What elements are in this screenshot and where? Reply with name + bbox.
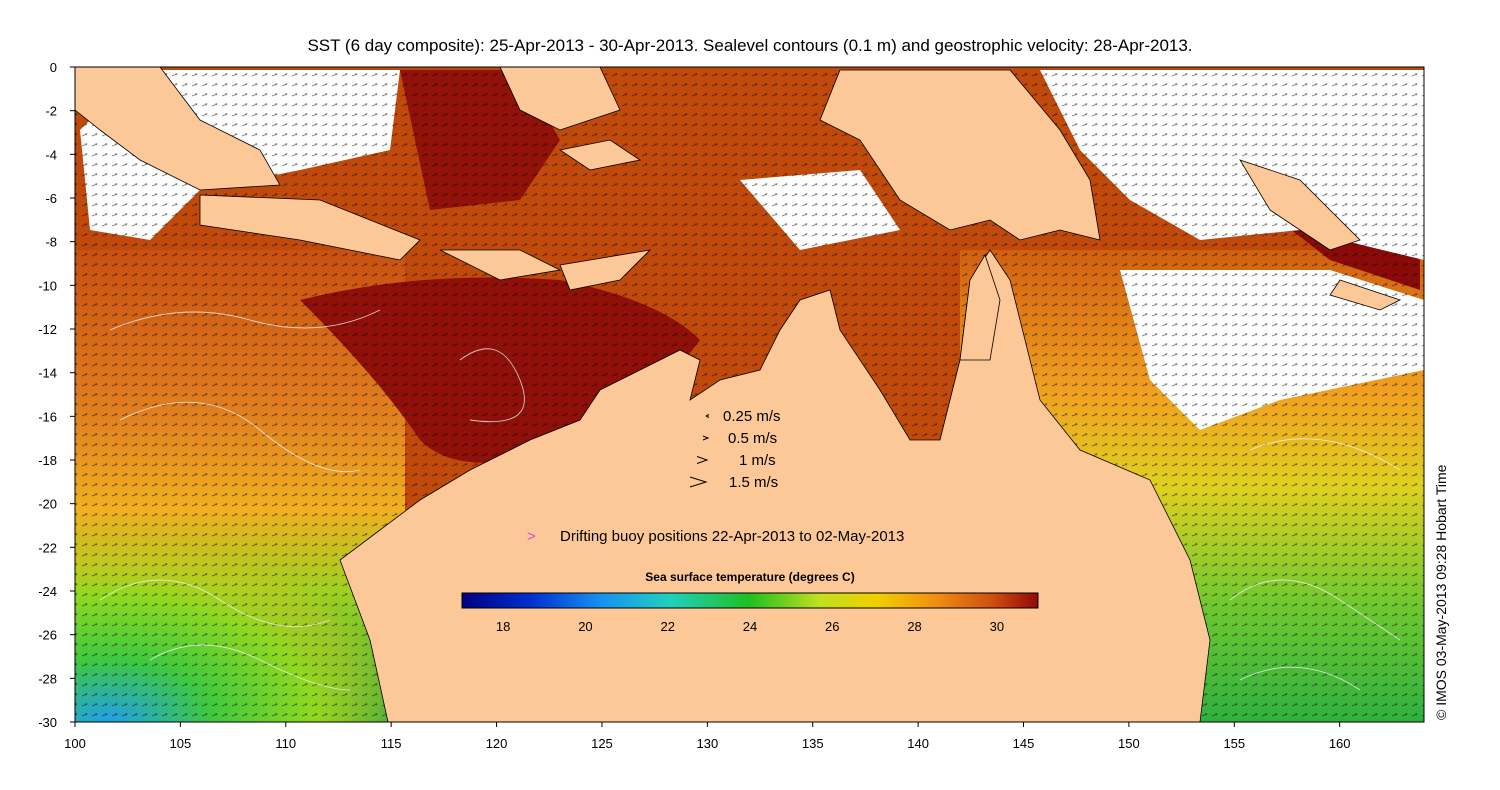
new-britain <box>1239 159 1361 251</box>
y-tick-label: -8 <box>45 235 57 250</box>
velocity-label-2: 1 m/s <box>739 452 776 469</box>
java <box>199 194 421 261</box>
x-tick-label: 155 <box>1223 736 1245 751</box>
colorbar-title: Sea surface temperature (degrees C) <box>645 570 854 584</box>
x-tick-label: 115 <box>381 736 402 751</box>
x-axis: 100 105 110 115 120 125 130 135 140 145 150 155 160 <box>64 722 1351 751</box>
colorbar-tick-label: 20 <box>578 619 592 634</box>
y-tick-label: -6 <box>45 191 57 206</box>
colorbar-tick-label: 28 <box>907 619 921 634</box>
colorbar-tick-label: 24 <box>743 619 757 634</box>
sulawesi <box>499 67 621 131</box>
sealevel-contours <box>99 309 1401 691</box>
cape-york <box>959 254 1001 361</box>
x-tick-label: 110 <box>275 736 296 751</box>
y-tick-label: -30 <box>38 715 57 730</box>
y-tick-label: -20 <box>38 497 57 512</box>
x-tick-label: 100 <box>64 736 86 751</box>
x-tick-label: 150 <box>1118 736 1140 751</box>
velocity-label-3: 1.5 m/s <box>729 474 778 491</box>
y-tick-label: 0 <box>50 60 57 75</box>
timor <box>559 249 652 291</box>
velocity-arrow-1 <box>702 435 710 441</box>
y-tick-label: -26 <box>38 628 57 643</box>
velocity-label-1: 0.5 m/s <box>728 430 777 447</box>
buoy-legend: > Drifting buoy positions 22-Apr-2013 to… <box>527 528 904 545</box>
y-tick-label: -10 <box>38 278 57 293</box>
y-tick-label: -22 <box>38 540 57 555</box>
buru <box>558 139 642 171</box>
x-tick-label: 125 <box>591 736 613 751</box>
credit-text: © IMOS 03-May-2013 09:28 Hobart Time <box>1433 464 1449 720</box>
lesser-sunda <box>439 249 562 281</box>
solomon-islands <box>1329 279 1402 311</box>
colorbar-tick-label: 26 <box>825 619 839 634</box>
colorbar-tick-label: 30 <box>990 619 1004 634</box>
x-tick-label: 160 <box>1329 736 1351 751</box>
sumatra-borneo <box>75 67 281 191</box>
colorbar-ticks: 18 20 22 24 26 28 30 <box>496 619 1004 634</box>
y-tick-label: -14 <box>38 366 57 381</box>
y-tick-label: -2 <box>45 104 57 119</box>
buoy-symbol: > <box>527 528 536 545</box>
y-tick-label: -28 <box>38 671 57 686</box>
x-tick-label: 140 <box>907 736 929 751</box>
x-tick-label: 130 <box>696 736 718 751</box>
y-axis: 0 -2 -4 -6 -8 -10 -12 -14 -16 -18 -20 -22 -24 -26 -28 -… <box>38 60 75 730</box>
x-tick-label: 145 <box>1013 736 1035 751</box>
map-title: SST (6 day composite): 25-Apr-2013 - 30-… <box>307 36 1193 55</box>
colorbar-tick-label: 18 <box>496 619 510 634</box>
velocity-arrow-3 <box>689 476 708 488</box>
colorbar: Sea surface temperature (degrees C) 18 20… <box>461 570 1039 634</box>
y-tick-label: -24 <box>38 584 57 599</box>
y-tick-label: -4 <box>45 147 57 162</box>
velocity-legend: 0.25 m/s 0.5 m/s 1 m/s 1.5 m/s <box>689 408 781 491</box>
velocity-label-0: 0.25 m/s <box>723 408 781 425</box>
x-tick-label: 105 <box>170 736 192 751</box>
buoy-label: Drifting buoy positions 22-Apr-2013 to 0… <box>560 528 904 545</box>
y-tick-label: -12 <box>38 322 57 337</box>
velocity-arrow-0 <box>705 414 710 418</box>
plot-frame <box>74 66 1425 723</box>
x-tick-label: 135 <box>802 736 824 751</box>
x-tick-label: 120 <box>486 736 508 751</box>
y-tick-label: -16 <box>38 409 57 424</box>
colorbar-gradient <box>461 592 1039 609</box>
new-guinea <box>819 69 1101 241</box>
y-tick-label: -18 <box>38 453 57 468</box>
colorbar-tick-label: 22 <box>660 619 674 634</box>
velocity-arrow-2 <box>696 456 709 464</box>
